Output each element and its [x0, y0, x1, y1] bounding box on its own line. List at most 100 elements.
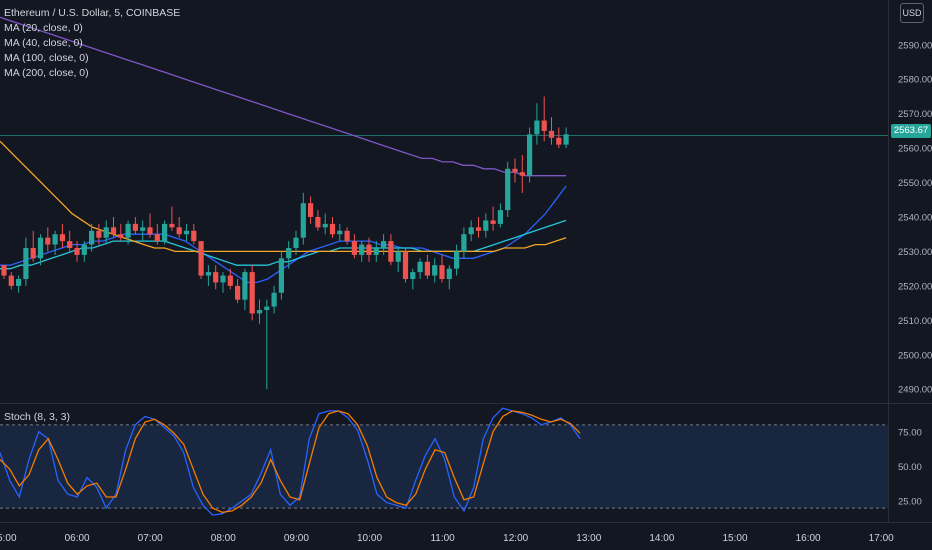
candle-body: [475, 227, 482, 231]
price-tick-label: 2540.00: [898, 213, 932, 224]
time-tick-label: 16:00: [796, 533, 821, 544]
time-tick-label: 15:00: [722, 533, 747, 544]
time-tick-label: 14:00: [649, 533, 674, 544]
candle: [118, 223, 124, 242]
candle: [468, 220, 474, 242]
candle: [227, 268, 233, 290]
candle: [45, 227, 51, 252]
candle: [59, 223, 65, 248]
price-pane[interactable]: [0, 16, 888, 390]
candle-body: [8, 275, 14, 286]
candle-body: [1, 265, 7, 276]
candle-body: [198, 241, 204, 276]
candle-body: [249, 272, 255, 314]
candle-body: [264, 306, 270, 310]
candle-body: [176, 227, 182, 235]
candle: [67, 230, 73, 252]
candle: [315, 210, 321, 231]
candle-body: [286, 248, 292, 259]
candle-body: [132, 223, 138, 231]
candle: [300, 192, 306, 245]
candle: [242, 268, 248, 310]
candle-body: [278, 258, 284, 293]
candle-body: [344, 230, 350, 242]
candle: [337, 223, 343, 242]
candle-body: [256, 310, 263, 314]
candle: [388, 234, 394, 266]
candle-body: [140, 227, 146, 231]
candle: [308, 196, 314, 224]
time-tick-label: 07:00: [138, 533, 163, 544]
ma40-label[interactable]: MA (40, close, 0): [4, 37, 83, 49]
candle-body: [205, 272, 211, 276]
candle: [198, 241, 204, 279]
candle: [271, 285, 277, 314]
last-price-tag: 2563.67: [891, 124, 931, 138]
candle: [205, 265, 211, 286]
candle-body: [103, 227, 109, 238]
time-tick-label: 12:00: [503, 533, 528, 544]
candle-body: [534, 120, 540, 135]
stochastic-pane[interactable]: [0, 407, 888, 516]
candle-body: [227, 275, 233, 286]
candle-body: [468, 227, 474, 235]
candle: [512, 158, 518, 183]
candle: [505, 161, 511, 217]
candle-body: [89, 230, 95, 245]
candle-body: [556, 137, 562, 145]
candle: [563, 127, 569, 149]
candle: [89, 223, 95, 252]
candle-body: [162, 223, 168, 242]
ma20-label[interactable]: MA (20, close, 0): [4, 22, 83, 34]
candle: [235, 279, 241, 304]
candle-body: [490, 220, 496, 224]
indicator-legend: Ethereum / U.S. Dollar, 5, COINBASE MA (…: [4, 6, 180, 81]
candle-body: [519, 172, 525, 176]
stoch-label[interactable]: Stoch (8, 3, 3): [4, 411, 70, 423]
candle: [461, 227, 467, 259]
candle-body: [308, 203, 314, 217]
candle-body: [220, 275, 226, 283]
candle-body: [271, 292, 277, 307]
candle-body: [548, 130, 555, 138]
candle: [30, 230, 36, 262]
candle: [81, 241, 87, 262]
candle: [140, 220, 146, 242]
candle: [527, 127, 533, 183]
candle-body: [293, 237, 299, 248]
candle: [256, 299, 263, 324]
candle-body: [235, 285, 241, 300]
candle-body: [483, 220, 489, 231]
candle: [381, 234, 387, 255]
candle-body: [337, 230, 343, 235]
symbol-title[interactable]: Ethereum / U.S. Dollar, 5, COINBASE: [4, 7, 181, 19]
currency-badge[interactable]: USD: [900, 3, 924, 23]
candle-body: [381, 241, 387, 248]
candle: [154, 223, 160, 245]
candle-body: [505, 168, 511, 211]
candle-body: [96, 230, 102, 238]
stoch-tick-label: 25.00: [898, 497, 922, 508]
candle: [147, 213, 153, 238]
candle: [37, 234, 44, 266]
candle: [483, 213, 489, 238]
candle: [454, 244, 460, 276]
time-tick-label: 10:00: [357, 533, 382, 544]
time-tick-label: 17:00: [869, 533, 894, 544]
ma100-label[interactable]: MA (100, close, 0): [4, 52, 89, 64]
candle-body: [45, 237, 51, 245]
candle-body: [213, 272, 219, 283]
candle: [286, 241, 292, 269]
candle: [23, 237, 29, 286]
candle-body: [373, 248, 379, 255]
candle-body: [351, 241, 357, 255]
time-tick-label: 09:00: [284, 533, 309, 544]
candle: [125, 220, 131, 245]
ma200-label[interactable]: MA (200, close, 0): [4, 67, 89, 79]
candle-body: [461, 234, 467, 252]
price-tick-label: 2590.00: [898, 40, 932, 51]
stoch-tick-label: 75.00: [898, 427, 922, 438]
candle-body: [242, 272, 248, 300]
candle: [249, 265, 255, 321]
